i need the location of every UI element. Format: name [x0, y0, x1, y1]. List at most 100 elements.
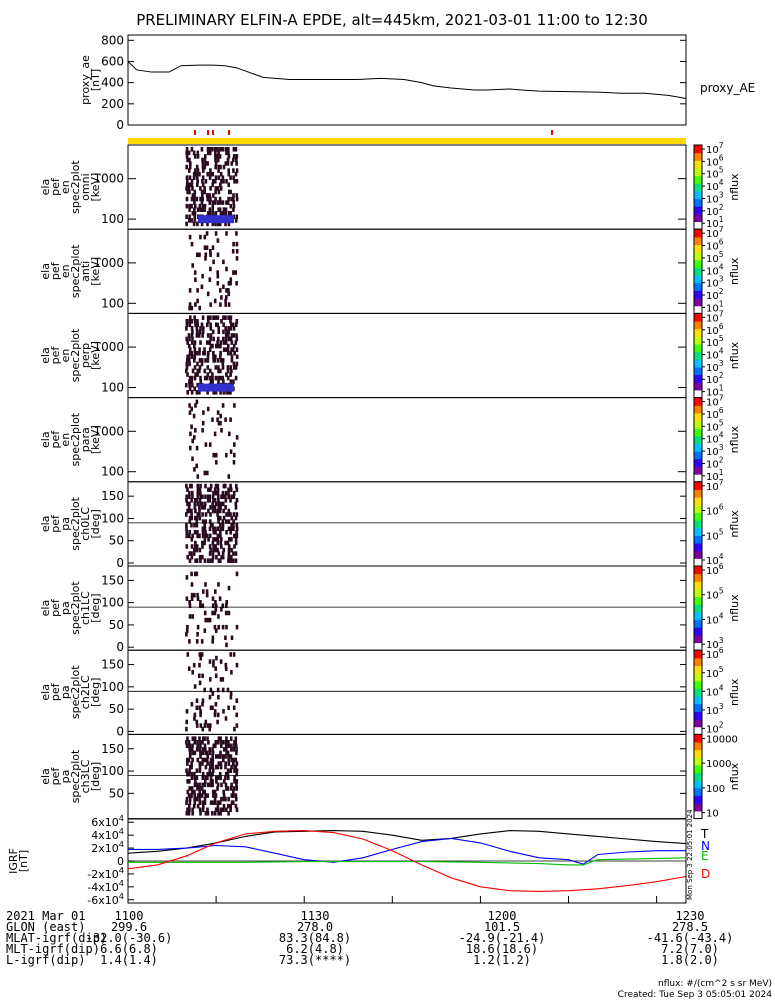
spectrogram-pixel: [192, 196, 196, 202]
spectrogram-pixel: [221, 603, 225, 609]
spectrogram-pixel: [227, 554, 231, 560]
spectrogram-pixel: [227, 336, 231, 342]
spectrogram-pixel: [198, 796, 201, 802]
spectrogram-pixel: [216, 186, 220, 191]
spectrogram-pixel: [225, 530, 228, 535]
spectrogram-pixel: [214, 354, 217, 360]
spectrogram-pixel: [216, 315, 220, 320]
ylabel-line: pa: [59, 685, 72, 699]
spectrogram-pixel: [185, 526, 188, 532]
spectrogram-pixel: [193, 340, 197, 345]
spectrogram-pixel: [203, 350, 207, 356]
spectrogram-pixel: [224, 796, 227, 802]
spectrogram-pixel: [207, 508, 210, 514]
spectrogram-pixel: [196, 740, 199, 745]
spectrogram-pixel: [187, 740, 191, 745]
spectrogram-pixel: [207, 319, 210, 324]
spectrogram-pixel: [188, 800, 192, 805]
spectrogram-pixel: [235, 347, 239, 352]
spectrogram-pixel: [224, 147, 228, 152]
spectrogram-pixel: [185, 483, 188, 489]
colorbar-segment: [694, 405, 702, 414]
spectrogram-pixel: [221, 358, 225, 363]
spectrogram-pixel: [188, 375, 192, 381]
spectrogram-pixel: [198, 807, 202, 813]
ylabel-line: spec2plot: [69, 496, 82, 550]
spectrogram-pixel: [195, 326, 199, 331]
spectrogram-pixel: [224, 764, 227, 770]
colorbar-tick-label: 105: [706, 334, 724, 349]
spectrogram-pixel: [222, 164, 226, 170]
spectrogram-pixel: [224, 635, 227, 641]
spectrogram-pixel: [220, 807, 223, 813]
igrf-legend-N: N: [701, 839, 710, 853]
colorbar-segment: [694, 466, 702, 475]
spectrogram-pixel: [235, 782, 238, 788]
spectrogram-pixel: [191, 336, 194, 342]
spectrogram-pixel: [185, 221, 188, 227]
spectrogram-pixel: [188, 234, 192, 240]
spectrogram-pixel: [206, 782, 210, 788]
colorbar-segment: [694, 596, 702, 605]
spectrogram-pixel: [196, 368, 200, 374]
spectrogram-pixel: [191, 670, 194, 675]
spectrogram-pixel: [185, 768, 188, 773]
spectrogram-pixel: [217, 582, 220, 587]
colorbar-tick-label: 105: [706, 665, 724, 680]
spectrogram-pixel: [230, 554, 233, 560]
spectrogram-pixel: [217, 164, 220, 170]
spectrogram-pixel: [196, 319, 199, 324]
spectrogram-pixel: [220, 544, 223, 549]
colorbar-segment: [694, 550, 702, 559]
ephemeris-value: 278.5: [672, 920, 708, 934]
spectrogram-pixel: [214, 501, 218, 507]
spectrogram-pixel: [235, 483, 238, 489]
spectrogram-pixel: [220, 743, 223, 749]
colorbar-segment: [694, 389, 702, 399]
spectrogram-pixel: [225, 179, 228, 184]
spectrogram-pixel: [187, 757, 191, 763]
spectrogram-pixel: [226, 157, 230, 163]
spectrogram-pixel: [232, 761, 235, 766]
spectrogram-pixel: [196, 803, 200, 809]
spectrogram-pixel: [211, 245, 215, 250]
spectrogram-pixel: [230, 526, 233, 532]
spectrogram-pixel: [193, 501, 197, 507]
spectrogram-pixel: [206, 322, 209, 328]
spectrogram-pixel: [222, 789, 225, 795]
colorbar-segment: [694, 275, 702, 284]
colorbar-segment: [694, 673, 702, 682]
spectrogram-pixel: [190, 326, 194, 331]
y-tick-label: 100: [101, 511, 124, 525]
spectrogram-pixel: [235, 319, 239, 324]
spectrogram-pixel: [232, 743, 235, 749]
spectrogram-pixel: [206, 354, 210, 360]
colorbar-segment: [694, 252, 702, 261]
spectrogram-pixel: [217, 498, 220, 503]
spectrogram-pixel: [201, 196, 204, 202]
spectrogram-pixel: [198, 515, 202, 521]
spectrogram-pixel: [190, 771, 194, 777]
spectrogram-pixel: [199, 655, 202, 661]
spectrogram-pixel: [204, 582, 207, 587]
spectrogram-pixel: [203, 558, 207, 563]
spectrogram-pixel: [209, 252, 212, 258]
spectrogram-pixel: [221, 526, 225, 532]
spectrogram-pixel: [195, 350, 199, 356]
spectrogram-pixel: [208, 150, 212, 156]
spectrogram-pixel: [235, 157, 238, 163]
spectrogram-pixel: [227, 796, 230, 802]
spectrogram-pixel: [203, 470, 207, 476]
spectrogram-pixel: [192, 175, 196, 180]
spectrogram-pixel: [195, 571, 199, 577]
spectrogram-pixel: [227, 487, 230, 492]
spectrogram-pixel: [224, 302, 227, 307]
spectrogram-pixel: [211, 179, 215, 184]
ylabel-line: proxy_ae: [79, 55, 92, 105]
spectrogram-pixel: [225, 329, 228, 335]
spectrogram-pixel: [191, 811, 194, 816]
spectrogram-pixel: [232, 551, 235, 556]
spectrogram-pixel: [193, 800, 197, 805]
spectrogram-pixel: [198, 761, 202, 766]
